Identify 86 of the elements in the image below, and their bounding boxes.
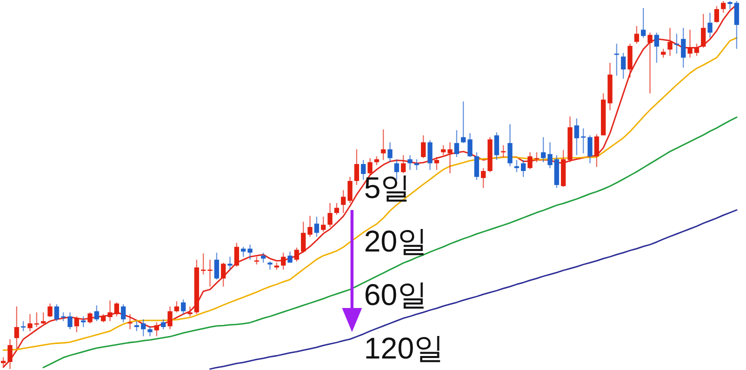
candlestick	[320, 216, 326, 232]
candlestick	[108, 300, 112, 322]
candlestick	[408, 154, 412, 170]
candlestick	[80, 316, 86, 328]
candlestick	[294, 247, 300, 262]
candlestick	[180, 298, 186, 315]
candlestick	[714, 6, 720, 24]
candlestick	[460, 100, 466, 144]
candlestick	[428, 140, 432, 170]
candlestick	[120, 304, 126, 323]
candlestick	[474, 152, 480, 180]
candlestick	[88, 312, 92, 324]
candlestick	[28, 314, 32, 332]
candlestick	[314, 216, 320, 238]
candlestick	[708, 12, 712, 38]
candlestick	[588, 134, 592, 164]
candlestick	[494, 132, 500, 160]
annotation: 5일	[364, 172, 411, 205]
candlestick	[154, 322, 160, 337]
candlestick	[540, 136, 546, 163]
candlestick	[680, 27, 686, 68]
candlestick	[434, 156, 440, 170]
candlestick	[54, 304, 60, 322]
candlestick	[628, 43, 632, 78]
candlestick	[514, 159, 520, 173]
candlestick	[688, 29, 692, 58]
candlestick	[654, 32, 660, 64]
candlestick	[620, 52, 626, 80]
candlestick	[94, 304, 100, 322]
candlestick	[354, 148, 360, 186]
candlestick	[734, 0, 740, 50]
candlestick	[454, 130, 460, 158]
candlestick	[548, 142, 552, 169]
candlestick	[240, 246, 246, 258]
candlestick	[400, 154, 406, 174]
candlestick	[220, 262, 226, 288]
candlestick	[534, 152, 540, 163]
candlestick	[508, 124, 512, 167]
candlestick	[500, 144, 506, 158]
candlestick	[234, 242, 240, 268]
candlestick	[674, 33, 680, 54]
candlestick	[74, 316, 80, 333]
candlestick	[360, 159, 366, 180]
candlestick	[340, 190, 346, 214]
candlestick	[668, 27, 672, 56]
candlestick	[260, 252, 266, 264]
candlestick	[640, 7, 646, 38]
candlestick	[634, 26, 640, 44]
candlestick	[480, 168, 486, 188]
candlestick	[8, 338, 12, 370]
candlestick	[420, 134, 426, 159]
candlestick	[334, 202, 340, 216]
candlestick	[380, 128, 386, 160]
candlestick	[448, 142, 452, 174]
candlestick	[574, 118, 580, 156]
candlestick	[594, 134, 600, 168]
candlestick	[14, 306, 20, 350]
candlestick	[280, 252, 286, 270]
candlestick	[134, 320, 140, 332]
annotation: 120일	[364, 332, 444, 366]
candlestick	[308, 215, 312, 238]
candlestick	[648, 32, 652, 94]
candlestick	[248, 244, 252, 260]
candlestick	[140, 318, 146, 337]
candlestick	[614, 43, 620, 76]
annotation: 60일	[364, 279, 428, 312]
candlestick	[694, 43, 700, 56]
candlestick	[300, 221, 306, 254]
candlestick	[114, 302, 120, 317]
candlestick	[528, 152, 532, 170]
candlestick	[214, 252, 220, 280]
candlestick	[348, 176, 352, 204]
candlestick	[328, 202, 332, 228]
candlestick	[388, 142, 392, 163]
candlestick	[208, 259, 212, 288]
candlestick	[368, 158, 372, 176]
candlestick	[520, 159, 526, 178]
candlestick	[700, 13, 706, 48]
candlestick	[68, 312, 72, 330]
candlestick	[468, 132, 472, 158]
candlestick	[200, 252, 206, 275]
candlestick	[168, 306, 172, 330]
annotation: 20일	[364, 226, 428, 258]
candlestick	[720, 0, 726, 14]
candlestick	[48, 302, 52, 318]
candlestick	[40, 312, 46, 325]
